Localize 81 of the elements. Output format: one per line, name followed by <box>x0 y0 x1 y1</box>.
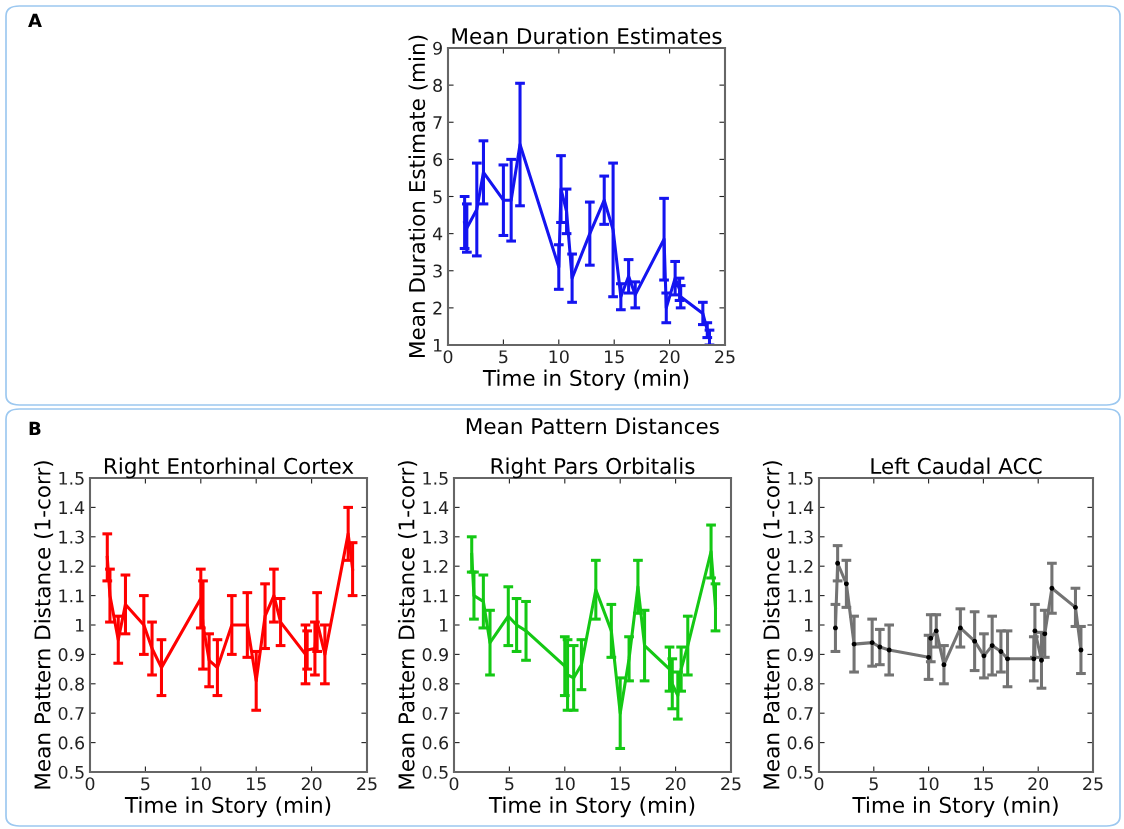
x-tick-label: 0 <box>814 777 824 791</box>
x-tick-label: 0 <box>85 777 95 791</box>
x-tick-label: 20 <box>659 350 680 364</box>
y-tick-label: 0.5 <box>58 765 84 779</box>
text: Mean Pattern Distances <box>466 417 719 435</box>
y-tick-label: 1.3 <box>788 530 813 544</box>
y-tick-label: 1.5 <box>423 471 448 485</box>
x-axis-title: Time in Story (min) <box>482 369 689 391</box>
chart-title: Mean Duration Estimates <box>452 27 722 45</box>
x-tick-label: 20 <box>665 777 686 791</box>
x-tick-label: 25 <box>357 777 377 791</box>
y-tick-label: 7 <box>433 116 442 129</box>
y-tick-label: 1.1 <box>423 589 448 603</box>
y-tick-label: 4 <box>432 227 443 241</box>
x-tick-label: 0 <box>443 350 453 364</box>
y-tick-label: 1 <box>76 618 84 632</box>
y-axis-title: Mean Pattern Distance (1-corr) <box>397 461 418 789</box>
y-tick-label: 1.4 <box>423 501 449 514</box>
x-tick-label: 10 <box>191 777 211 791</box>
x-tick-label: 15 <box>611 777 630 791</box>
x-tick-label: 5 <box>499 350 508 364</box>
x-tick-label: 15 <box>974 777 993 791</box>
y-tick-label: 0.6 <box>58 736 85 750</box>
y-tick-label: 1.2 <box>423 559 448 573</box>
y-axis-title: Mean Pattern Distance (1-corr) <box>762 461 783 789</box>
y-tick-label: 0.8 <box>422 677 448 691</box>
y-tick-label: 0.8 <box>58 677 84 691</box>
y-tick-label: 0.5 <box>422 765 448 779</box>
x-tick-label: 20 <box>301 777 322 791</box>
x-tick-label: 5 <box>505 777 514 791</box>
chart-title: Left Caudal ACC <box>871 457 1042 475</box>
text: A <box>28 13 42 27</box>
y-tick-label: 0.9 <box>422 648 448 662</box>
y-tick-label: 0.7 <box>422 706 448 721</box>
x-tick-label: 25 <box>721 777 741 791</box>
x-tick-label: 25 <box>1083 777 1103 791</box>
y-tick-label: 1.3 <box>423 530 448 544</box>
x-axis-title: Time in Story (min) <box>124 796 331 818</box>
y-tick-label: 0.9 <box>787 648 813 662</box>
y-tick-label: 1.1 <box>59 589 84 603</box>
x-tick-label: 10 <box>549 350 569 364</box>
x-tick-label: 15 <box>247 777 266 791</box>
y-tick-label: 1.4 <box>59 501 85 514</box>
y-tick-label: 1 <box>434 338 442 352</box>
y-tick-label: 1.4 <box>788 501 814 514</box>
y-tick-label: 1.1 <box>788 589 813 603</box>
y-tick-label: 1.5 <box>59 471 84 485</box>
x-tick-label: 10 <box>919 777 939 791</box>
chart-title: Right Entorhinal Cortex <box>104 457 354 479</box>
y-tick-label: 0.7 <box>787 706 813 721</box>
y-tick-label: 6 <box>433 153 443 167</box>
y-tick-label: 1.5 <box>788 471 813 485</box>
y-tick-label: 2 <box>433 301 442 315</box>
y-tick-label: 8 <box>433 78 442 92</box>
x-tick-label: 5 <box>869 777 878 791</box>
text: B <box>29 421 41 435</box>
y-tick-label: 1.2 <box>59 559 84 573</box>
y-tick-label: 9 <box>433 41 442 55</box>
x-axis-title: Time in Story (min) <box>852 796 1058 818</box>
x-tick-label: 0 <box>449 777 459 791</box>
y-tick-label: 0.5 <box>787 765 813 779</box>
y-axis-title: Mean Pattern Distance (1-corr) <box>33 461 54 789</box>
x-tick-label: 25 <box>715 350 735 364</box>
y-tick-label: 0.8 <box>787 677 813 691</box>
chart-title: Right Pars Orbitalis <box>491 457 695 479</box>
x-tick-label: 5 <box>141 777 150 791</box>
x-tick-label: 10 <box>555 777 575 791</box>
y-tick-label: 3 <box>433 264 442 278</box>
y-tick-label: 1.2 <box>788 559 813 573</box>
y-tick-label: 1 <box>805 618 813 632</box>
x-tick-label: 15 <box>605 350 624 364</box>
y-tick-label: 0.9 <box>58 648 84 662</box>
y-tick-label: 0.7 <box>58 706 84 721</box>
y-tick-label: 1.3 <box>59 530 84 544</box>
y-tick-label: 1 <box>440 618 448 632</box>
x-tick-label: 20 <box>1028 777 1049 791</box>
x-axis-title: Time in Story (min) <box>488 796 695 818</box>
y-tick-label: 5 <box>433 190 442 204</box>
y-tick-label: 0.6 <box>422 736 449 750</box>
y-axis-title: Mean Duration Estimate (min) <box>408 35 428 357</box>
y-tick-label: 0.6 <box>787 736 814 750</box>
